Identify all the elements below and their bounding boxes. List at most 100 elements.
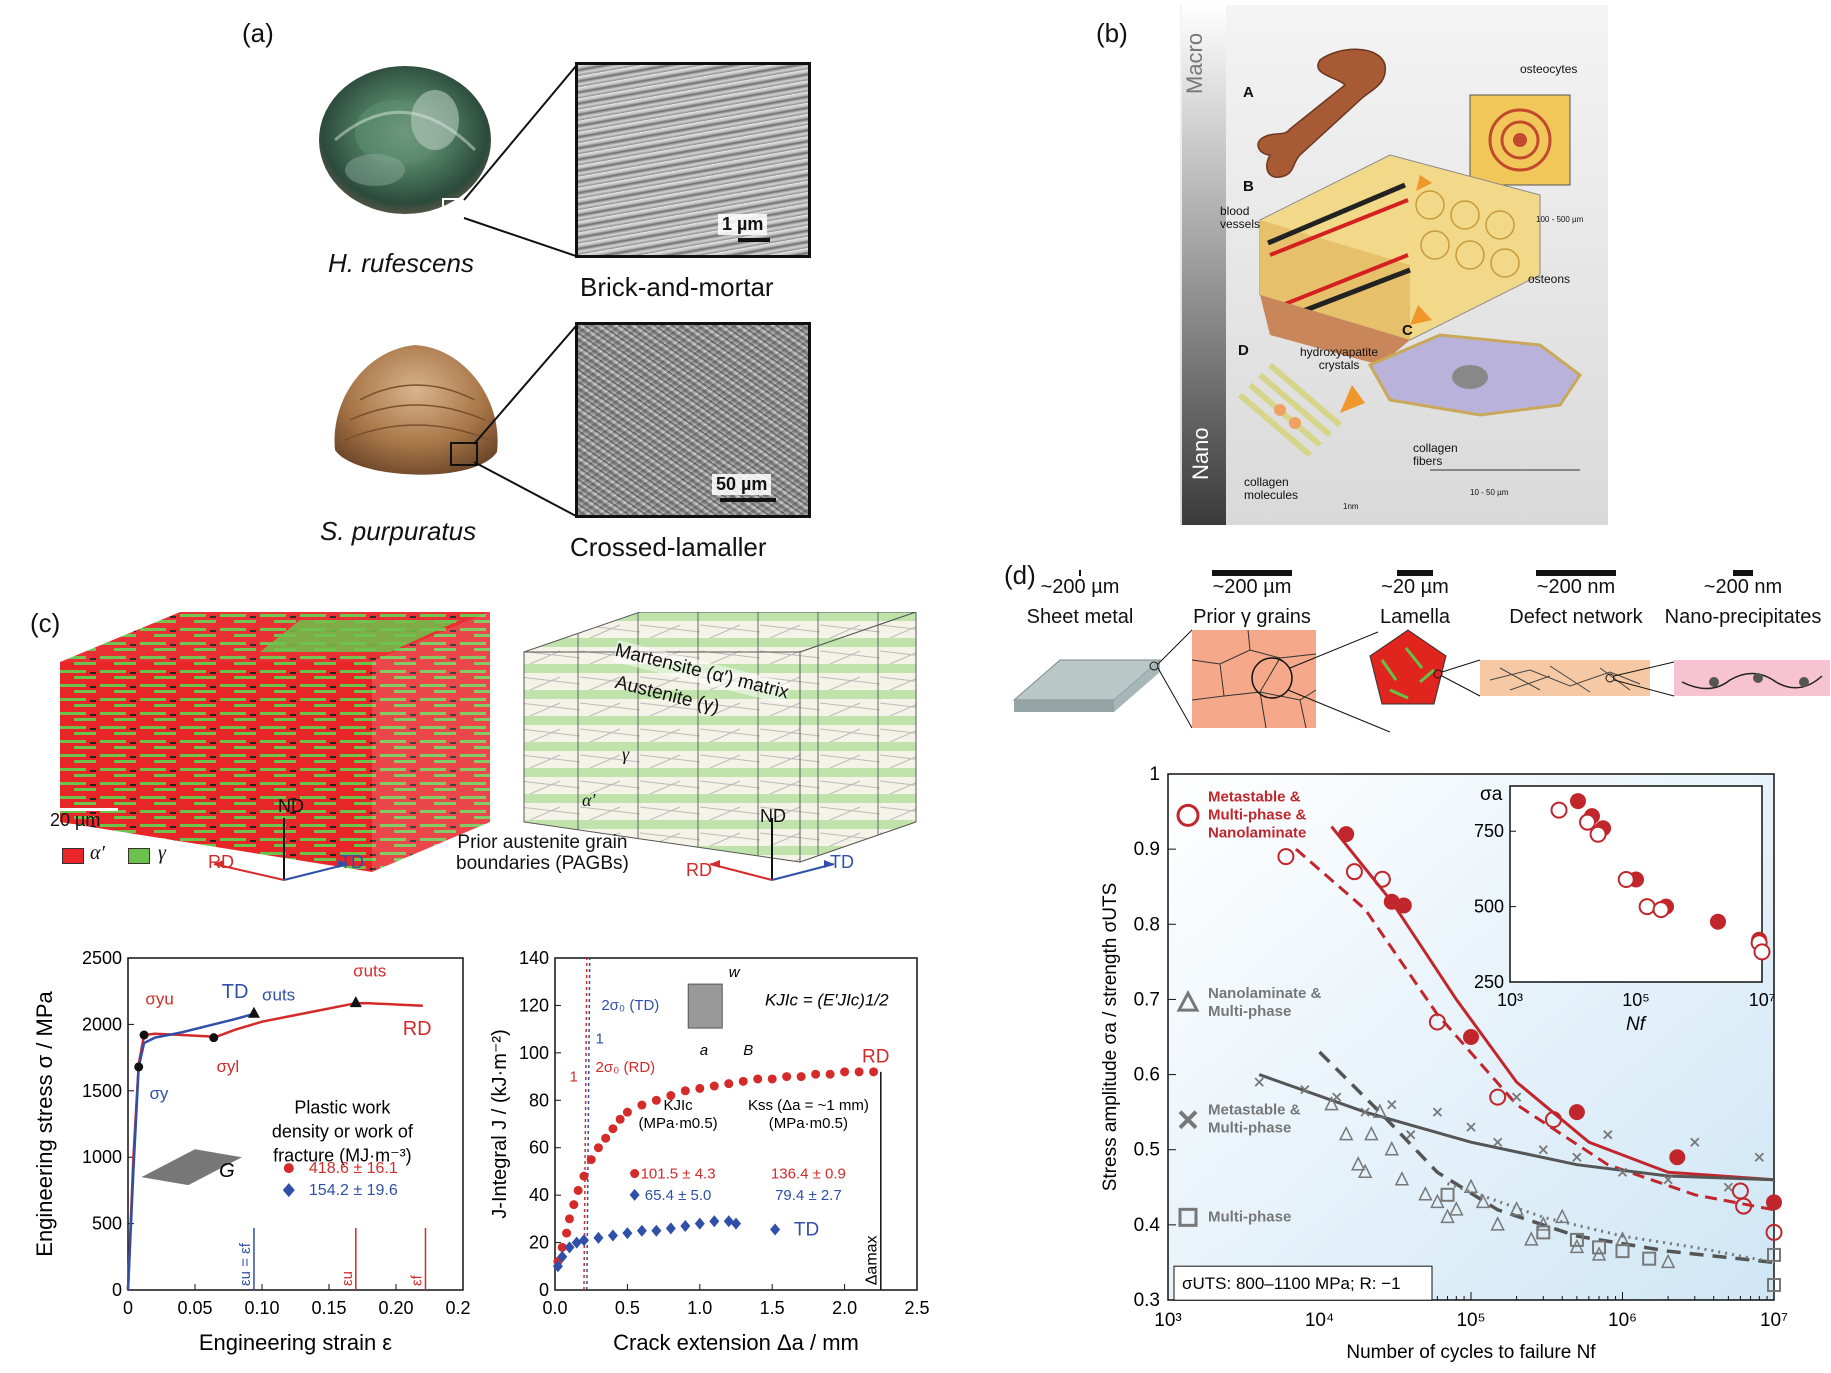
data-point-open-circle xyxy=(1489,1088,1507,1106)
scale-20um: 20 µm xyxy=(50,810,101,830)
data-point-triangle xyxy=(1418,1186,1433,1201)
y-tick-label: 2500 xyxy=(82,948,122,968)
data-point-cross xyxy=(1360,1107,1370,1117)
label-td-curve: TD xyxy=(222,981,249,1003)
inset-x-tick-label: 10⁵ xyxy=(1622,990,1649,1010)
data-point-td xyxy=(607,1229,618,1242)
length-scale-name: Lamella xyxy=(1379,606,1451,628)
data-point-td xyxy=(636,1224,647,1237)
data-point-cross xyxy=(1511,1092,1522,1102)
scale-bar-1um xyxy=(738,238,770,242)
label-size-d: 1nm xyxy=(1343,502,1359,511)
bone-letter-a: A xyxy=(1243,84,1254,101)
table-rd-kjic: 101.5 ± 4.3 xyxy=(641,1166,716,1183)
point-syl xyxy=(209,1033,219,1043)
label-syu: σyu xyxy=(145,989,173,1008)
point-syu xyxy=(139,1030,149,1040)
data-point-square xyxy=(1569,1232,1584,1247)
data-point-rd xyxy=(680,1086,690,1096)
label-alpha-layer: α′ xyxy=(582,790,596,810)
data-point-triangle xyxy=(1509,1201,1524,1216)
legend-gamma-label: γ xyxy=(158,842,166,864)
data-point-triangle xyxy=(1350,1156,1366,1171)
y-tick-label: 1000 xyxy=(82,1147,122,1167)
table-marker-td xyxy=(629,1188,640,1201)
bone-letter-b: B xyxy=(1243,178,1254,195)
length-scale-name: Prior γ grains xyxy=(1193,606,1311,628)
data-point-filled-circle xyxy=(1766,1194,1782,1211)
label-2sigma-rd: 2σ₀ (RD) xyxy=(596,1059,656,1076)
data-point-rd xyxy=(840,1067,850,1077)
data-point-rd xyxy=(767,1074,777,1084)
tensile-specimen-icon xyxy=(141,1149,242,1186)
x-tick-label: 1.0 xyxy=(687,1298,712,1318)
data-point-square xyxy=(1642,1251,1657,1266)
length-scale-bar xyxy=(1536,570,1616,576)
length-scale-bar xyxy=(1212,570,1292,576)
legend-value: 154.2 ± 19.6 xyxy=(309,1182,398,1199)
data-point-td xyxy=(622,1227,633,1240)
data-point-square xyxy=(1615,1244,1630,1259)
blunting-line-rd xyxy=(583,957,588,1291)
label-sy: σy xyxy=(149,1084,168,1103)
data-point-rd xyxy=(586,1155,596,1165)
bone-letter-d: D xyxy=(1238,342,1249,359)
label-blood-vessels: blood vessels xyxy=(1220,204,1261,231)
x-tick-label: 10⁶ xyxy=(1608,1310,1637,1331)
specimen-g-label: G xyxy=(219,1160,235,1182)
data-point-open-circle xyxy=(1373,870,1391,888)
species-s-purpuratus: S. purpuratus xyxy=(320,516,477,546)
data-point-filled-circle xyxy=(1463,1029,1479,1045)
data-point-cross xyxy=(1432,1107,1443,1117)
table-rd-kss: 136.4 ± 0.9 xyxy=(771,1166,846,1183)
fit-curve-gray-solid xyxy=(1258,1073,1775,1182)
data-point-triangle xyxy=(1430,1193,1445,1209)
label-td: TD xyxy=(794,1219,819,1240)
legend-alpha-label: α′ xyxy=(90,842,105,864)
data-point-rd xyxy=(709,1081,719,1091)
data-point-square xyxy=(1592,1240,1607,1255)
y-axis-label: J-Integral J / (kJ·m⁻²) xyxy=(489,1029,511,1218)
label-rd: RD xyxy=(862,1046,889,1067)
data-point-rd xyxy=(811,1069,821,1079)
y-axis-label: Engineering stress σ / MPa xyxy=(32,991,57,1257)
data-point-triangle xyxy=(1372,1103,1388,1118)
y-tick-label: 140 xyxy=(519,948,549,968)
legend-label: Multi-phase & xyxy=(1208,806,1307,823)
label-a: a xyxy=(700,1042,708,1059)
y-tick-label: 60 xyxy=(529,1138,549,1158)
data-point-open-circle xyxy=(1765,1223,1783,1241)
legend-label: Nanolaminate xyxy=(1208,824,1306,841)
data-point-cross xyxy=(1572,1152,1582,1162)
scale-1um: 1 µm xyxy=(718,214,768,235)
strain-marker-label: εu xyxy=(339,1271,356,1286)
table-header-kss: (MPa·m0.5) xyxy=(769,1115,848,1132)
structure-brick-and-mortar: Brick-and-mortar xyxy=(580,272,774,302)
y-tick-label: 0.8 xyxy=(1134,914,1160,935)
legend-marker-open-circle xyxy=(1176,803,1200,827)
data-point-cross xyxy=(1603,1130,1613,1140)
legend-label: Nanolaminate & xyxy=(1208,985,1322,1002)
data-point-square xyxy=(1440,1187,1455,1202)
data-point-cross xyxy=(1332,1092,1342,1102)
work-box-title: fracture (MJ·m⁻³) xyxy=(273,1145,412,1165)
data-point-rd xyxy=(593,1143,603,1153)
panel-c-label: (c) xyxy=(30,608,61,638)
y-tick-label: 20 xyxy=(529,1233,549,1253)
fit-curve-red-dashed xyxy=(1295,847,1775,1212)
label-pagb: Prior austenite grain boundaries (PAGBs) xyxy=(456,832,629,874)
point-sy xyxy=(134,1062,144,1072)
legend-gamma-swatch xyxy=(128,848,150,864)
data-point-rd xyxy=(564,1214,574,1224)
data-point-open-circle xyxy=(1277,848,1295,866)
y-tick-label: 0.3 xyxy=(1134,1290,1160,1311)
data-point-td xyxy=(731,1217,741,1230)
data-point-cross xyxy=(1754,1152,1764,1162)
scale-bar-50um xyxy=(720,498,776,502)
data-point-open-circle xyxy=(1428,1013,1446,1031)
x-tick-label: 0.25 xyxy=(445,1298,470,1318)
label-one-td: 1 xyxy=(596,1030,604,1047)
panel-d-label: (d) xyxy=(1004,560,1036,590)
data-point-filled-circle xyxy=(1338,826,1355,843)
data-point-triangle xyxy=(1449,1201,1464,1216)
